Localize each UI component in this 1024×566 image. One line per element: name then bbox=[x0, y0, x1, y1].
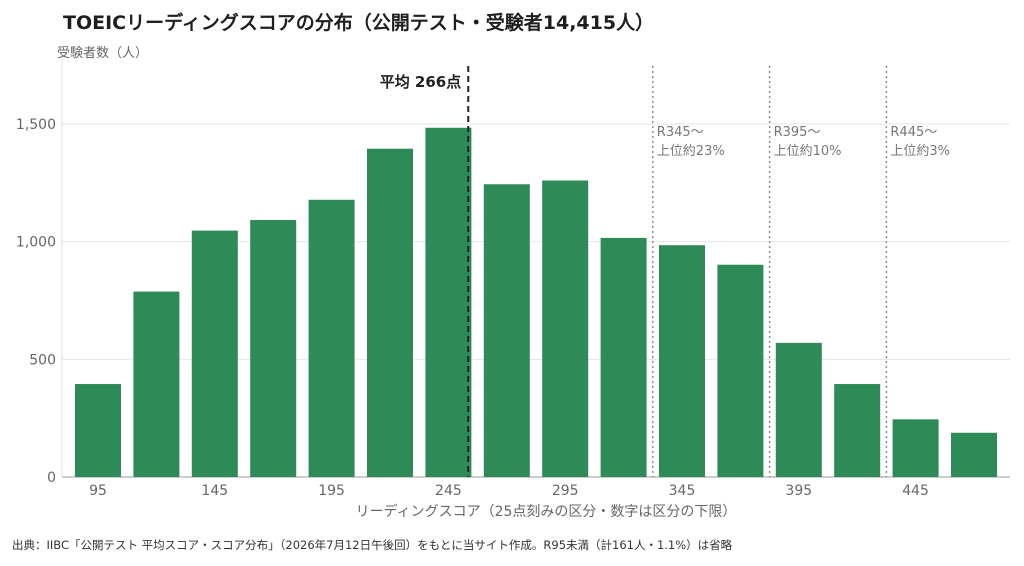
bar-195 bbox=[308, 199, 355, 477]
y-tick-label: 0 bbox=[47, 470, 56, 486]
bar-345 bbox=[659, 245, 705, 477]
average-label: 平均 266点 bbox=[380, 73, 462, 91]
x-tick-label: 95 bbox=[89, 483, 107, 499]
bar-220 bbox=[367, 148, 413, 477]
bar-445 bbox=[892, 419, 939, 477]
bar-270 bbox=[483, 184, 530, 477]
bar-420 bbox=[834, 384, 881, 477]
y-axis-label: 受験者数（人） bbox=[57, 46, 149, 61]
x-tick-label: 195 bbox=[318, 483, 345, 499]
bar-370 bbox=[717, 264, 764, 477]
bar-470 bbox=[951, 432, 997, 477]
threshold-label: 上位約3% bbox=[890, 144, 950, 159]
y-tick-label: 1,000 bbox=[16, 235, 56, 251]
x-tick-label: 245 bbox=[435, 483, 462, 499]
bar-120 bbox=[133, 291, 180, 477]
threshold-label: R345〜 bbox=[657, 125, 704, 140]
bar-295 bbox=[542, 180, 589, 478]
threshold-label: R395〜 bbox=[774, 125, 821, 140]
x-tick-label: 395 bbox=[785, 483, 812, 499]
chart-title: TOEICリーディングスコアの分布（公開テスト・受験者14,415人） bbox=[63, 12, 655, 34]
bar-95 bbox=[75, 384, 121, 477]
y-tick-label: 1,500 bbox=[16, 117, 56, 133]
bar-170 bbox=[250, 220, 297, 478]
threshold-label: R445〜 bbox=[890, 125, 937, 140]
source-note: 出典：IIBC「公開テスト 平均スコア・スコア分布」（2026年7月12日午後回… bbox=[12, 538, 733, 552]
threshold-label: 上位約10% bbox=[774, 144, 842, 159]
bar-145 bbox=[191, 230, 238, 477]
threshold-label: 上位約23% bbox=[657, 144, 725, 159]
x-tick-label: 445 bbox=[902, 483, 929, 499]
bar-395 bbox=[775, 342, 822, 477]
bar-320 bbox=[600, 237, 647, 477]
x-axis-label: リーディングスコア（25点刻みの区分・数字は区分の下限） bbox=[356, 503, 737, 520]
x-tick-label: 295 bbox=[552, 483, 579, 499]
bar-245 bbox=[425, 127, 472, 478]
x-tick-label: 345 bbox=[669, 483, 696, 499]
x-tick-label: 145 bbox=[201, 483, 228, 499]
y-tick-label: 500 bbox=[29, 352, 56, 368]
